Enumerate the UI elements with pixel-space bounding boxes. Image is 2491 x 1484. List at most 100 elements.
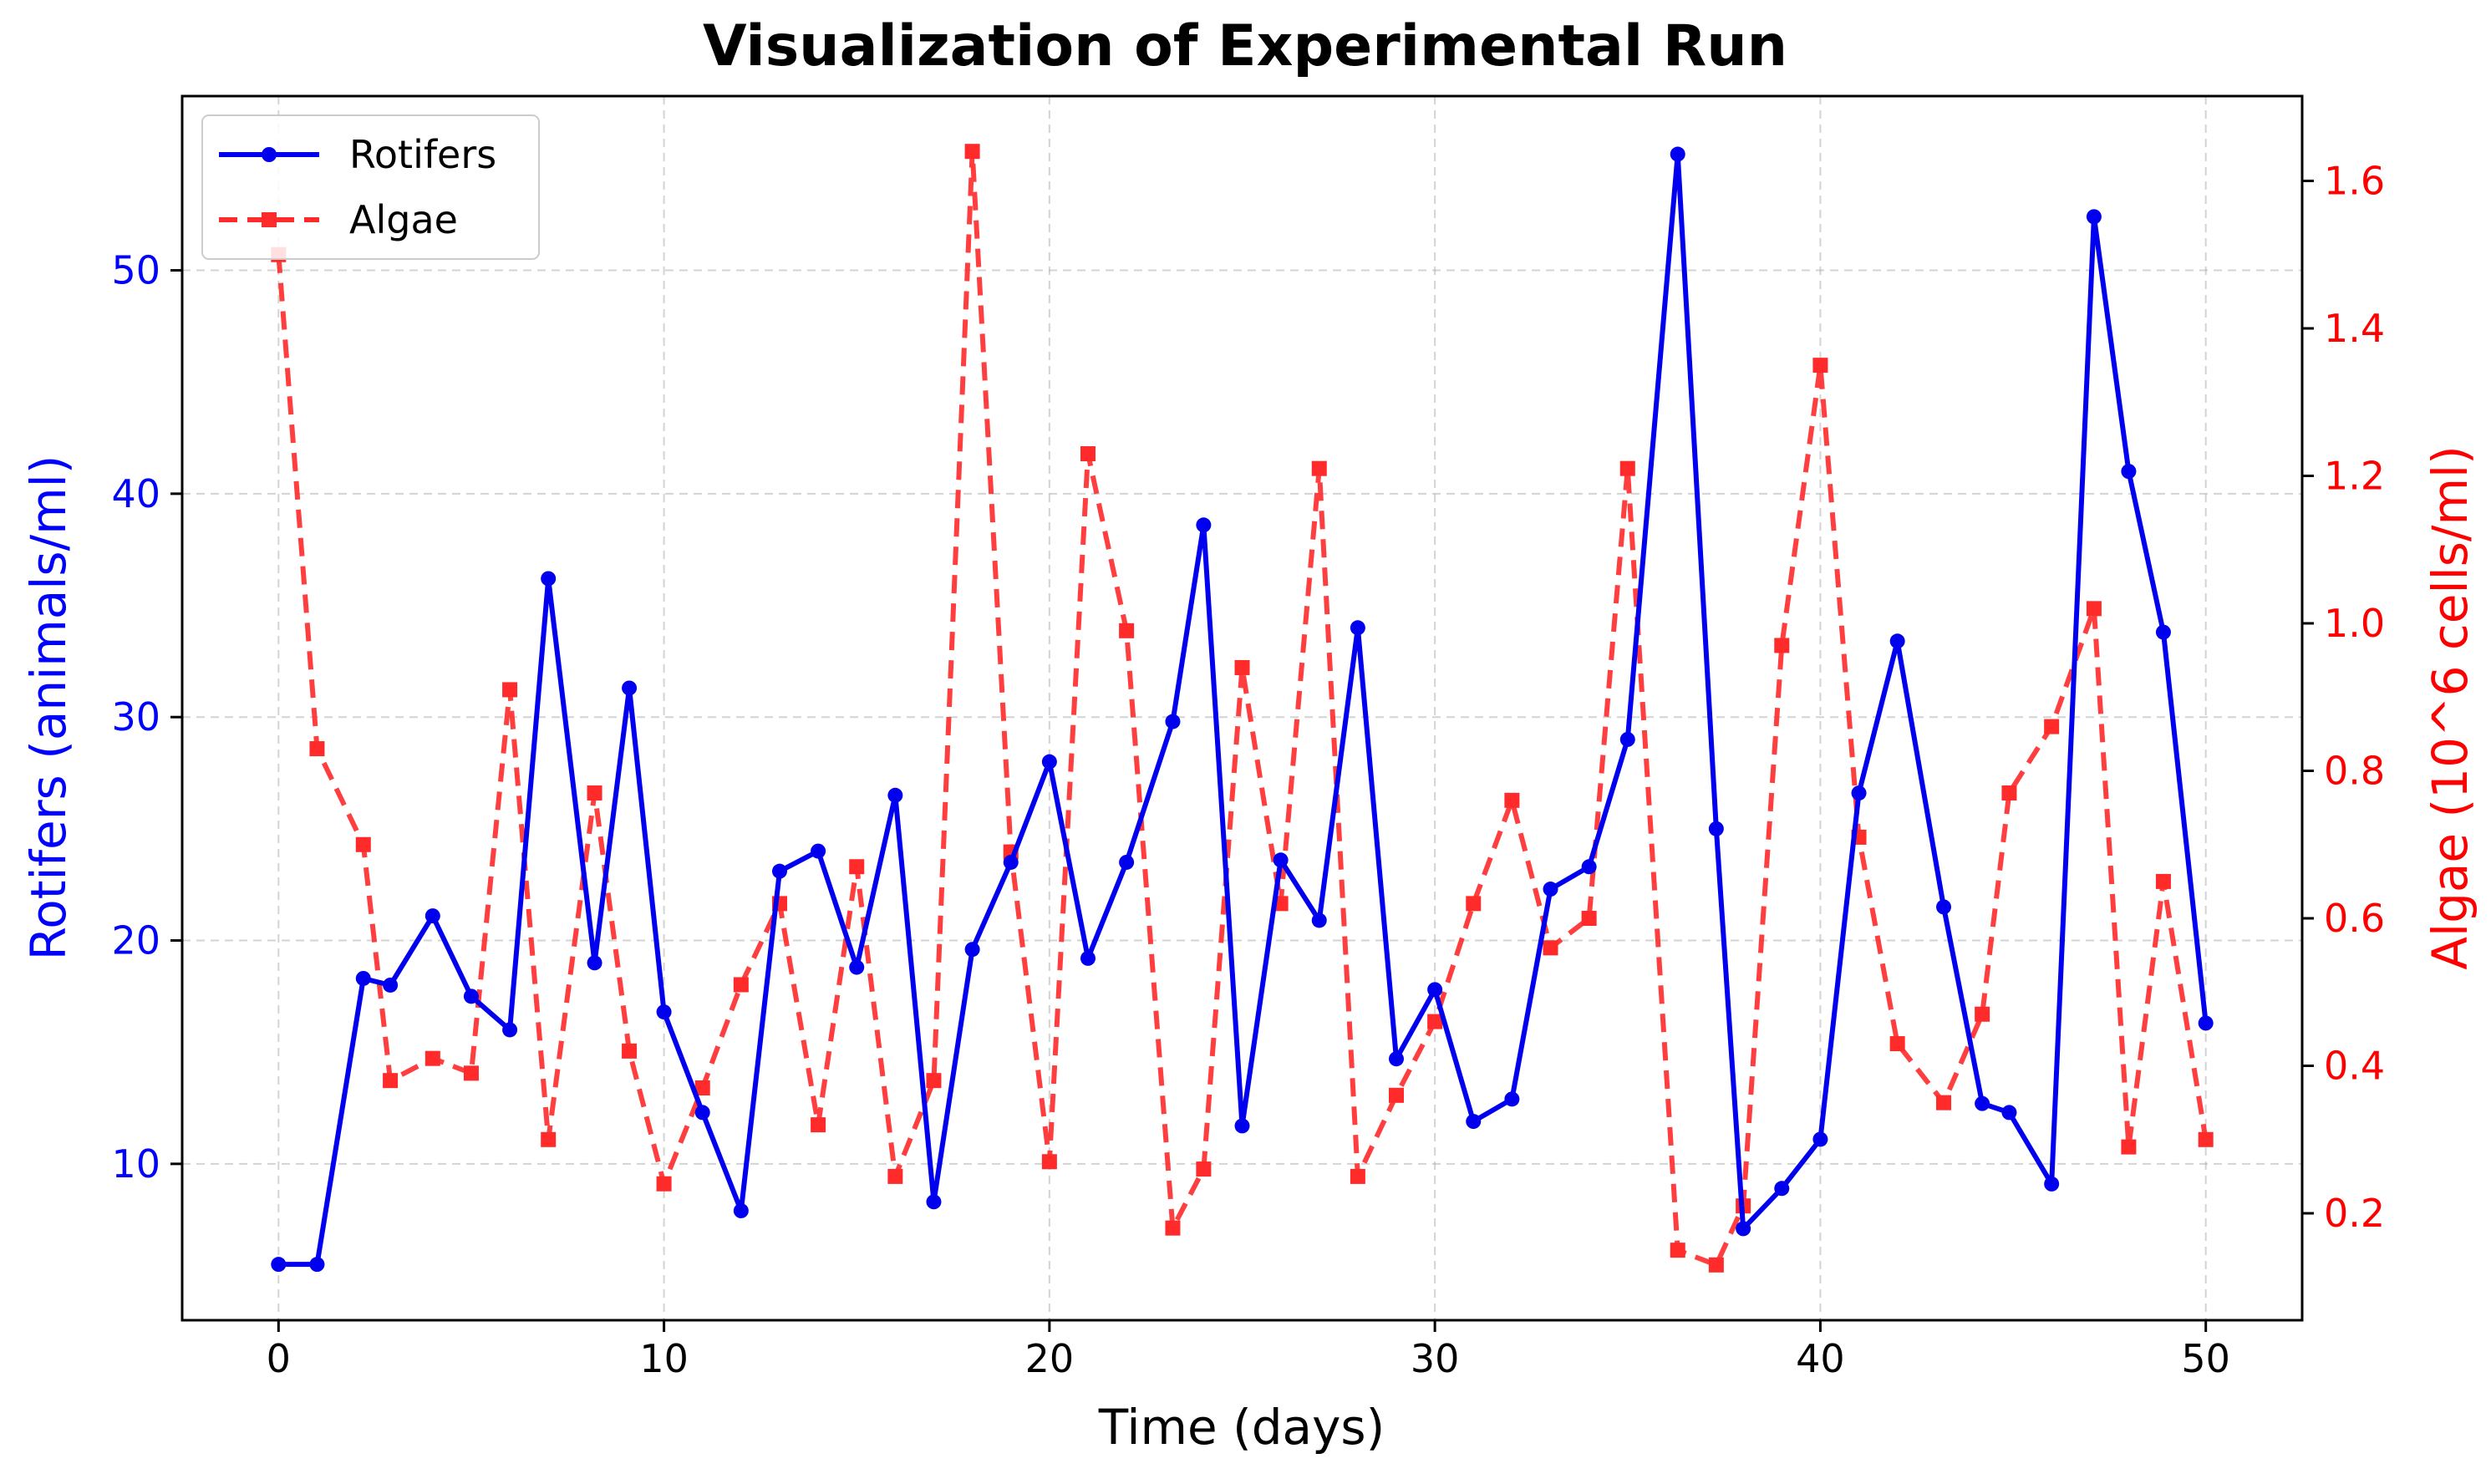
rotifers-point (1196, 517, 1212, 533)
rotifers-point (383, 977, 399, 993)
algae-point (1234, 659, 1250, 675)
algae-point (887, 1168, 903, 1184)
legend-algae-marker (262, 212, 277, 227)
y-left-tick-label: 20 (111, 918, 160, 963)
rotifers-point (622, 680, 638, 696)
rotifers-point (694, 1105, 710, 1121)
rotifers-point (309, 1257, 325, 1273)
algae-point (2121, 1139, 2137, 1155)
legend-rotifers-marker (262, 147, 277, 162)
rotifers-point (587, 955, 602, 971)
algae-point (1812, 358, 1828, 374)
rotifers-point (355, 970, 371, 986)
rotifers-point (1119, 854, 1135, 870)
x-tick-label: 10 (639, 1336, 689, 1381)
algae-point (1466, 896, 1482, 912)
y-right-tick-label: 1.2 (2324, 454, 2385, 499)
algae-point (1581, 911, 1597, 927)
rotifers-point (1466, 1114, 1482, 1130)
y-right-tick-label: 0.6 (2324, 896, 2385, 941)
legend-box (201, 114, 540, 260)
legend: Rotifers Algae (201, 114, 540, 260)
algae-point (1119, 623, 1135, 638)
rotifers-point (2198, 1015, 2214, 1031)
rotifers-point (1936, 899, 1952, 915)
algae-point (1504, 792, 1520, 808)
algae-point (541, 1131, 557, 1147)
algae-point (2044, 719, 2060, 734)
rotifers-point (2121, 464, 2137, 480)
x-axis-label: Time (days) (1098, 1399, 1385, 1456)
algae-point (694, 1080, 710, 1096)
algae-point (355, 836, 371, 852)
algae-point (733, 977, 749, 993)
rotifers-point (733, 1203, 749, 1219)
rotifers-point (2001, 1105, 2017, 1121)
algae-point (1350, 1168, 1365, 1184)
algae-point (2198, 1131, 2214, 1147)
algae-point (424, 1050, 440, 1066)
rotifers-point (1889, 633, 1905, 649)
rotifers-point (771, 863, 787, 879)
algae-point (2001, 785, 2017, 800)
rotifers-point (926, 1194, 942, 1210)
algae-point (1670, 1243, 1685, 1258)
rotifers-point (541, 571, 557, 587)
grid-lines (182, 96, 2302, 1320)
y-axis-right: 0.2 0.4 0.6 0.8 1.0 1.2 1.4 1.6 (2302, 158, 2385, 1236)
rotifers-point (1311, 912, 1327, 928)
rotifers-point (656, 1004, 672, 1020)
rotifers-point (2155, 624, 2171, 640)
rotifers-point (1234, 1118, 1250, 1134)
algae-point (849, 859, 865, 875)
rotifers-point (424, 908, 440, 924)
algae-point (811, 1117, 826, 1133)
rotifers-point (1736, 1221, 1751, 1237)
y-axis-right-label: Algae (10^6 cells/ml) (2422, 445, 2478, 969)
y-left-tick-label: 10 (111, 1141, 160, 1187)
algae-point (1936, 1095, 1952, 1110)
plot-frame (180, 94, 2304, 1322)
algae-point (1774, 638, 1790, 653)
y-axis-left-label: Rotifers (animals/ml) (20, 455, 77, 961)
rotifers-point (1581, 859, 1597, 875)
algae-point (502, 682, 518, 698)
rotifers-point (1619, 731, 1635, 747)
rotifers-point (1350, 620, 1365, 636)
algae-point (1975, 1006, 1990, 1022)
algae-point (1708, 1257, 1724, 1273)
algae-point (1389, 1087, 1405, 1103)
rotifers-point (271, 1257, 287, 1273)
y-right-tick-label: 1.6 (2324, 158, 2385, 203)
rotifers-point (887, 787, 903, 803)
algae-point (587, 785, 602, 800)
algae-point (656, 1176, 672, 1192)
x-tick-label: 20 (1025, 1336, 1075, 1381)
algae-point (2155, 873, 2171, 889)
algae-point (926, 1073, 942, 1089)
y-left-tick-label: 30 (111, 694, 160, 739)
rotifers-point (1080, 950, 1096, 966)
rotifers-point (1504, 1091, 1520, 1107)
rotifers-point (1273, 852, 1289, 868)
algae-point (1311, 460, 1327, 476)
rotifers-point (502, 1022, 518, 1038)
algae-point (463, 1065, 479, 1081)
rotifers-point (1774, 1181, 1790, 1197)
y-right-tick-label: 0.2 (2324, 1191, 2385, 1236)
algae-point (1543, 940, 1558, 956)
rotifers-point (2086, 209, 2102, 225)
rotifers-point (1003, 854, 1019, 870)
rotifers-point (1670, 146, 1685, 162)
rotifers-point (1041, 754, 1057, 770)
rotifers-point (1165, 714, 1181, 729)
legend-rotifers-label: Rotifers (349, 132, 496, 177)
legend-algae-label: Algae (349, 197, 458, 242)
rotifers-point (463, 988, 479, 1004)
algae-point (1427, 1014, 1443, 1029)
rotifers-line (278, 151, 2209, 1268)
algae-point (2086, 601, 2102, 617)
x-axis: 0 10 20 30 40 50 (267, 1320, 2230, 1381)
algae-point (964, 144, 980, 160)
